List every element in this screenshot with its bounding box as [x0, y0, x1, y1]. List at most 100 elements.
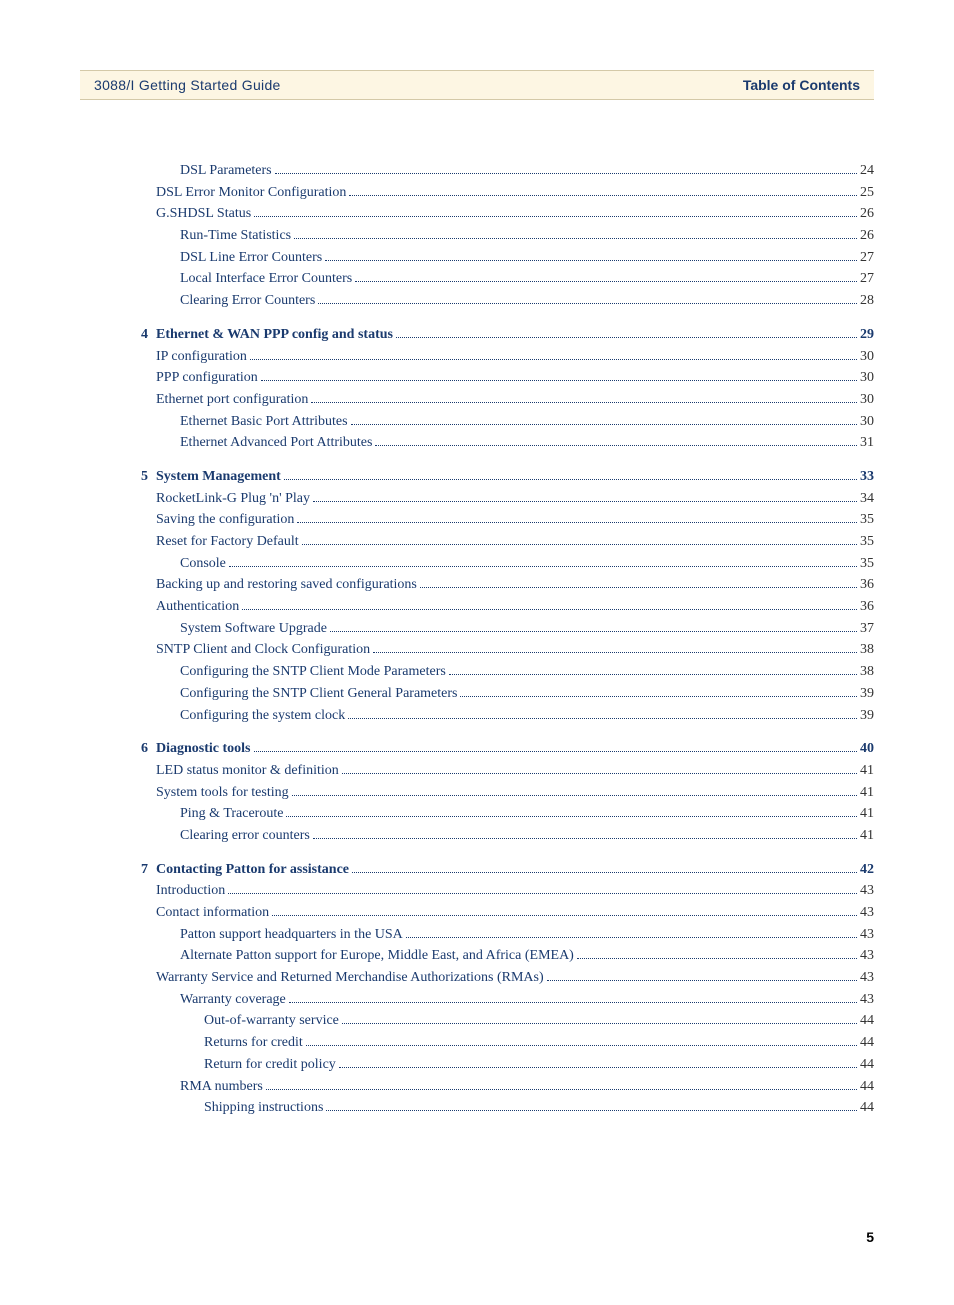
toc-entry-label[interactable]: Configuring the system clock — [180, 705, 345, 727]
toc-entry-label[interactable]: RocketLink-G Plug 'n' Play — [156, 488, 310, 510]
toc-entry-label[interactable]: DSL Error Monitor Configuration — [156, 182, 346, 204]
toc-link[interactable]: Console — [180, 556, 226, 571]
toc-page-number[interactable]: 41 — [860, 803, 874, 825]
toc-entry-label[interactable]: Ethernet Advanced Port Attributes — [180, 432, 372, 454]
toc-link[interactable]: Authentication — [156, 599, 239, 614]
toc-page-number[interactable]: 35 — [860, 509, 874, 531]
toc-link[interactable]: Configuring the SNTP Client General Para… — [180, 686, 457, 701]
toc-link[interactable]: Ethernet port configuration — [156, 392, 308, 407]
toc-page-number[interactable]: 38 — [860, 661, 874, 683]
toc-link[interactable]: LED status monitor & definition — [156, 763, 339, 778]
toc-entry-label[interactable]: Alternate Patton support for Europe, Mid… — [180, 945, 574, 967]
toc-link[interactable]: Clearing Error Counters — [180, 293, 315, 308]
toc-entry-label[interactable]: Authentication — [156, 596, 239, 618]
toc-page-number[interactable]: 43 — [860, 967, 874, 989]
toc-entry-label[interactable]: Returns for credit — [204, 1032, 303, 1054]
toc-link[interactable]: Local Interface Error Counters — [180, 271, 352, 286]
toc-entry-label[interactable]: Reset for Factory Default — [156, 531, 299, 553]
toc-page-number[interactable]: 35 — [860, 553, 874, 575]
toc-entry-label[interactable]: RMA numbers — [180, 1076, 263, 1098]
toc-page-number[interactable]: 43 — [860, 989, 874, 1011]
toc-entry-label[interactable]: Saving the configuration — [156, 509, 294, 531]
toc-page-number[interactable]: 39 — [860, 705, 874, 727]
toc-link[interactable]: DSL Parameters — [180, 163, 272, 178]
toc-entry-label[interactable]: Ethernet port configuration — [156, 389, 308, 411]
toc-entry-label[interactable]: System Software Upgrade — [180, 618, 327, 640]
toc-entry-label[interactable]: Ethernet Basic Port Attributes — [180, 411, 348, 433]
toc-link[interactable]: DSL Error Monitor Configuration — [156, 185, 346, 200]
toc-entry-label[interactable]: Introduction — [156, 880, 225, 902]
toc-link[interactable]: Warranty Service and Returned Merchandis… — [156, 970, 544, 985]
toc-page-number[interactable]: 38 — [860, 639, 874, 661]
toc-link[interactable]: Introduction — [156, 883, 225, 898]
toc-link[interactable]: Configuring the SNTP Client Mode Paramet… — [180, 664, 446, 679]
toc-entry-label[interactable]: Shipping instructions — [204, 1097, 323, 1119]
toc-link[interactable]: Reset for Factory Default — [156, 534, 299, 549]
toc-entry-label[interactable]: DSL Line Error Counters — [180, 247, 322, 269]
toc-entry-label[interactable]: System Management — [156, 466, 281, 488]
toc-entry-label[interactable]: System tools for testing — [156, 782, 289, 804]
toc-link[interactable]: Ethernet Basic Port Attributes — [180, 414, 348, 429]
toc-link[interactable]: RMA numbers — [180, 1079, 263, 1094]
toc-page-number[interactable]: 41 — [860, 825, 874, 847]
toc-link[interactable]: DSL Line Error Counters — [180, 250, 322, 265]
toc-page-number[interactable]: 29 — [860, 324, 874, 346]
toc-entry-label[interactable]: Run-Time Statistics — [180, 225, 291, 247]
toc-page-number[interactable]: 41 — [860, 782, 874, 804]
toc-link[interactable]: RocketLink-G Plug 'n' Play — [156, 491, 310, 506]
toc-page-number[interactable]: 30 — [860, 346, 874, 368]
toc-link[interactable]: Run-Time Statistics — [180, 228, 291, 243]
toc-page-number[interactable]: 36 — [860, 596, 874, 618]
toc-entry-label[interactable]: Warranty Service and Returned Merchandis… — [156, 967, 544, 989]
toc-entry-label[interactable]: Out-of-warranty service — [204, 1010, 339, 1032]
toc-entry-label[interactable]: Local Interface Error Counters — [180, 268, 352, 290]
toc-entry-label[interactable]: IP configuration — [156, 346, 247, 368]
toc-link[interactable]: Ethernet Advanced Port Attributes — [180, 435, 372, 450]
toc-page-number[interactable]: 43 — [860, 880, 874, 902]
toc-page-number[interactable]: 44 — [860, 1097, 874, 1119]
toc-entry-label[interactable]: Clearing error counters — [180, 825, 310, 847]
toc-page-number[interactable]: 41 — [860, 760, 874, 782]
toc-entry-label[interactable]: DSL Parameters — [180, 160, 272, 182]
toc-link[interactable]: Contacting Patton for assistance — [156, 862, 349, 877]
toc-link[interactable]: Ethernet & WAN PPP config and status — [156, 327, 393, 342]
toc-entry-label[interactable]: Clearing Error Counters — [180, 290, 315, 312]
toc-page-number[interactable]: 44 — [860, 1010, 874, 1032]
toc-link[interactable]: Warranty coverage — [180, 992, 286, 1007]
toc-page-number[interactable]: 44 — [860, 1032, 874, 1054]
toc-page-number[interactable]: 35 — [860, 531, 874, 553]
toc-link[interactable]: System tools for testing — [156, 785, 289, 800]
toc-link[interactable]: Return for credit policy — [204, 1057, 336, 1072]
toc-entry-label[interactable]: Contacting Patton for assistance — [156, 859, 349, 881]
toc-entry-label[interactable]: Backing up and restoring saved configura… — [156, 574, 417, 596]
toc-page-number[interactable]: 44 — [860, 1054, 874, 1076]
toc-link[interactable]: IP configuration — [156, 349, 247, 364]
toc-link[interactable]: Configuring the system clock — [180, 708, 345, 723]
toc-page-number[interactable]: 30 — [860, 389, 874, 411]
toc-link[interactable]: Returns for credit — [204, 1035, 303, 1050]
toc-link[interactable]: SNTP Client and Clock Configuration — [156, 642, 370, 657]
toc-link[interactable]: Diagnostic tools — [156, 741, 251, 756]
toc-page-number[interactable]: 43 — [860, 945, 874, 967]
toc-link[interactable]: Out-of-warranty service — [204, 1013, 339, 1028]
toc-link[interactable]: Contact information — [156, 905, 269, 920]
toc-page-number[interactable]: 27 — [860, 268, 874, 290]
toc-page-number[interactable]: 30 — [860, 411, 874, 433]
toc-page-number[interactable]: 40 — [860, 738, 874, 760]
toc-link[interactable]: Clearing error counters — [180, 828, 310, 843]
toc-page-number[interactable]: 27 — [860, 247, 874, 269]
toc-entry-label[interactable]: Return for credit policy — [204, 1054, 336, 1076]
toc-page-number[interactable]: 24 — [860, 160, 874, 182]
toc-entry-label[interactable]: Warranty coverage — [180, 989, 286, 1011]
toc-entry-label[interactable]: Contact information — [156, 902, 269, 924]
toc-link[interactable]: Shipping instructions — [204, 1100, 323, 1115]
toc-page-number[interactable]: 34 — [860, 488, 874, 510]
toc-entry-label[interactable]: Console — [180, 553, 226, 575]
toc-page-number[interactable]: 28 — [860, 290, 874, 312]
toc-page-number[interactable]: 26 — [860, 203, 874, 225]
toc-page-number[interactable]: 43 — [860, 902, 874, 924]
toc-page-number[interactable]: 33 — [860, 466, 874, 488]
toc-page-number[interactable]: 25 — [860, 182, 874, 204]
toc-link[interactable]: Patton support headquarters in the USA — [180, 927, 403, 942]
toc-link[interactable]: Alternate Patton support for Europe, Mid… — [180, 948, 574, 963]
